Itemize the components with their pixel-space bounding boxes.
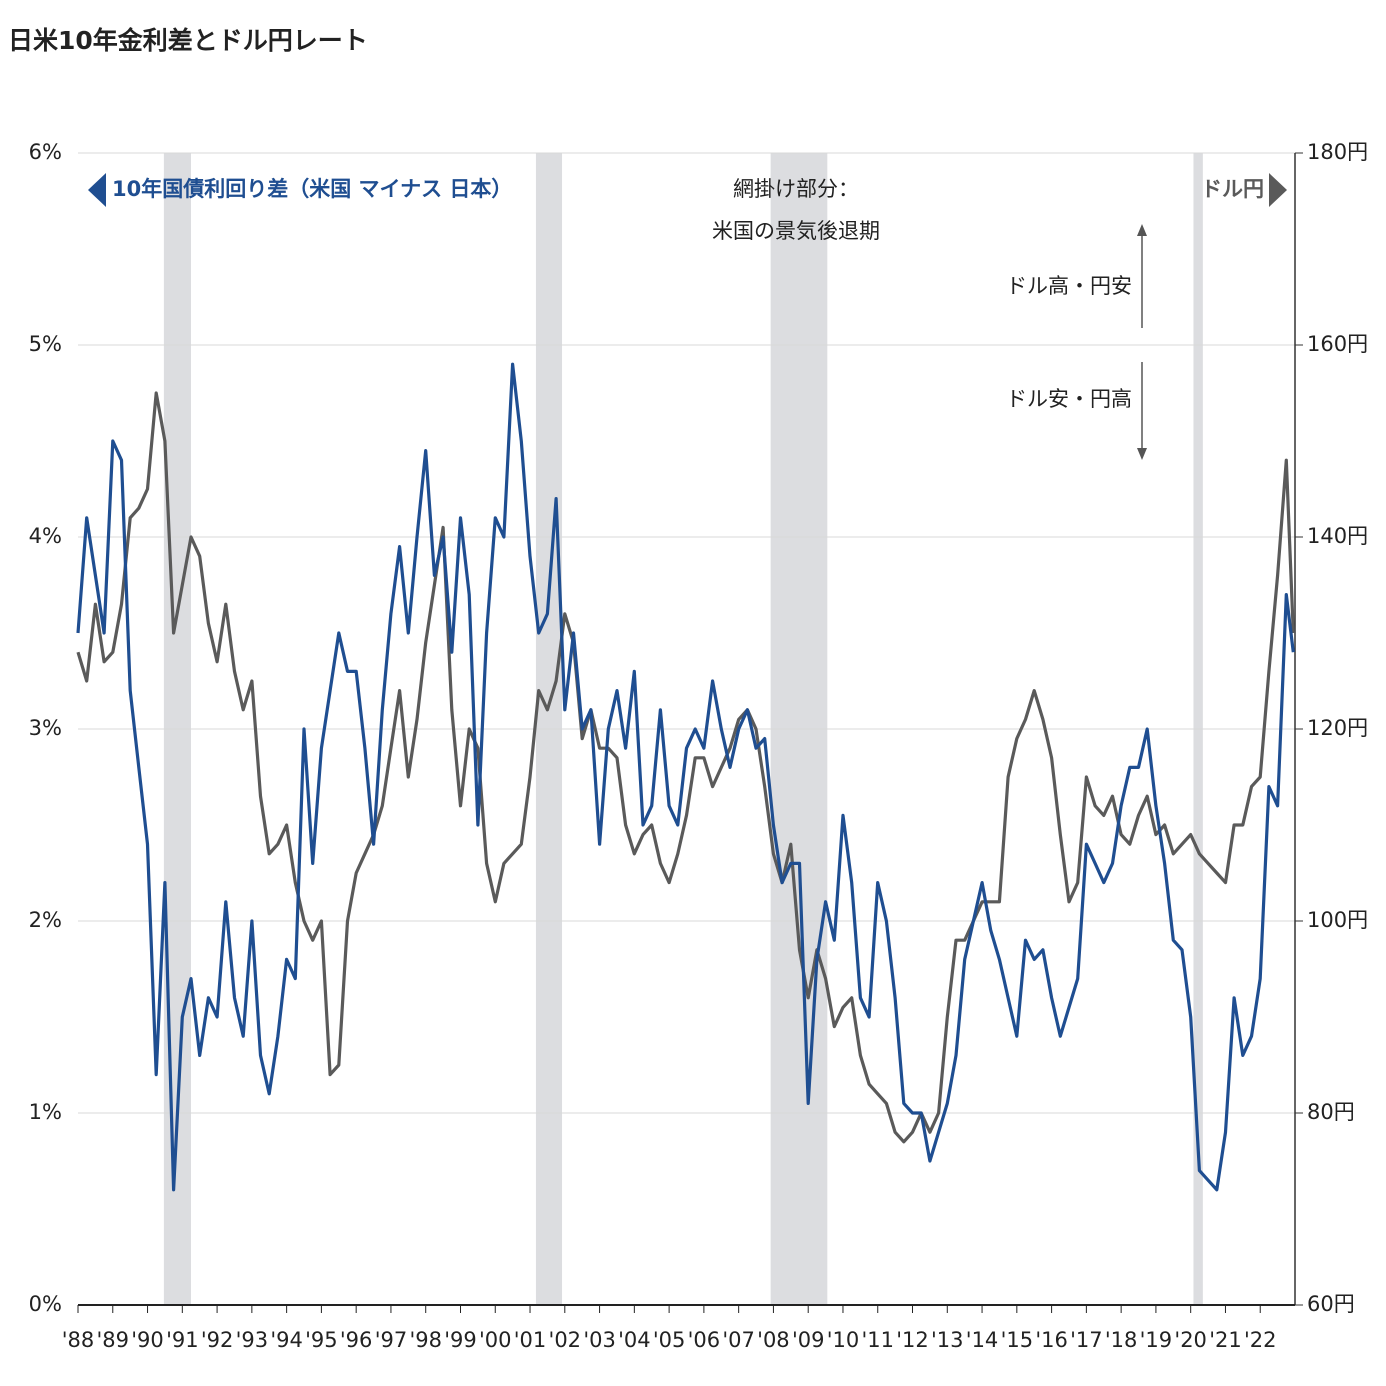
x-tick-label: '97 (375, 1328, 408, 1352)
series-line (76, 391, 1295, 1144)
y-tick-label: 4% (29, 524, 62, 548)
x-tick-label: '13 (931, 1328, 964, 1352)
x-tick-label: '21 (1209, 1328, 1242, 1352)
x-tick-label: '12 (896, 1328, 929, 1352)
x-tick-label: '07 (722, 1328, 755, 1352)
up-arrow-head (1137, 224, 1147, 236)
y2-tick-label: 140円 (1307, 524, 1368, 548)
y-tick-label: 3% (29, 716, 62, 740)
y2-tick-label: 80円 (1307, 1100, 1355, 1124)
y-tick-label: 2% (29, 908, 62, 932)
x-tick-label: '89 (97, 1328, 130, 1352)
legend-label: ドル円 (1201, 177, 1264, 201)
x-tick-label: '01 (514, 1328, 547, 1352)
annotation: ドル高・円安 (1006, 274, 1132, 298)
x-tick-label: '96 (340, 1328, 373, 1352)
y-tick-label: 5% (29, 332, 62, 356)
x-tick-label: '06 (688, 1328, 721, 1352)
y-tick-label: 1% (29, 1100, 62, 1124)
x-tick-label: '92 (201, 1328, 234, 1352)
legend-label: 10年国債利回り差（米国 マイナス 日本） (112, 177, 512, 201)
x-tick-label: '94 (270, 1328, 303, 1352)
x-tick-label: '05 (653, 1328, 686, 1352)
chart-title: 日米10年金利差とドル円レート (8, 26, 368, 55)
x-tick-label: '20 (1174, 1328, 1207, 1352)
annotation: 米国の景気後退期 (712, 219, 880, 243)
x-tick-label: '19 (1140, 1328, 1173, 1352)
x-tick-label: '99 (444, 1328, 477, 1352)
legend-arrow (88, 173, 106, 207)
y2-tick-label: 60円 (1307, 1292, 1355, 1316)
legend-arrow (1269, 173, 1287, 207)
y2-tick-label: 180円 (1307, 140, 1368, 164)
annotation: 網掛け部分： (733, 177, 859, 201)
x-tick-label: '95 (305, 1328, 338, 1352)
x-tick-label: '93 (236, 1328, 269, 1352)
x-tick-label: '90 (131, 1328, 164, 1352)
y2-tick-label: 160円 (1307, 332, 1368, 356)
y2-tick-label: 100円 (1307, 908, 1368, 932)
x-tick-label: '16 (1035, 1328, 1068, 1352)
down-arrow-head (1137, 448, 1147, 460)
x-tick-label: '11 (861, 1328, 894, 1352)
x-tick-label: '02 (549, 1328, 582, 1352)
x-tick-label: '14 (966, 1328, 999, 1352)
x-tick-label: '04 (618, 1328, 651, 1352)
y-tick-label: 0% (29, 1292, 62, 1316)
series-line (76, 362, 1295, 1192)
x-tick-label: '03 (583, 1328, 616, 1352)
y2-tick-label: 120円 (1307, 716, 1368, 740)
x-tick-label: '08 (757, 1328, 790, 1352)
x-tick-label: '00 (479, 1328, 512, 1352)
x-tick-label: '22 (1244, 1328, 1277, 1352)
x-tick-label: '17 (1070, 1328, 1103, 1352)
x-tick-label: '88 (62, 1328, 95, 1352)
x-tick-label: '15 (1001, 1328, 1034, 1352)
x-tick-label: '10 (827, 1328, 860, 1352)
y-tick-label: 6% (29, 140, 62, 164)
x-tick-label: '91 (166, 1328, 199, 1352)
x-tick-label: '98 (409, 1328, 442, 1352)
x-tick-label: '09 (792, 1328, 825, 1352)
x-tick-label: '18 (1105, 1328, 1138, 1352)
annotation: ドル安・円高 (1006, 387, 1132, 411)
